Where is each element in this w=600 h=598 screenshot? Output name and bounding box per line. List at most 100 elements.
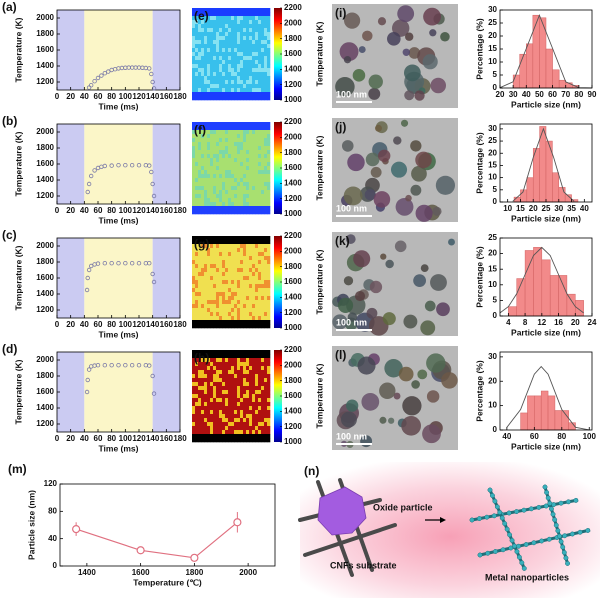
colorbar-tick-label: 2000 [284,132,302,141]
heatmap-cell [243,292,247,297]
heatmap-cell [207,268,211,273]
heatmap-cell [258,88,262,93]
heatmap-cell [252,142,256,147]
heatmap-cell [243,24,247,29]
heatmap-cell [195,174,199,179]
heatmap-cell [219,358,223,363]
heatmap-cell [201,382,205,387]
heatmap-cell [252,60,256,65]
heatmap-cell [213,36,217,41]
heatmap-cell [264,210,268,215]
x-tick-label: 0 [55,320,60,329]
heatmap-cell [192,20,196,25]
y-tick-label: 1800 [36,143,54,152]
heatmap-cell [198,386,202,391]
heatmap-cell [207,370,211,375]
x-tick-label: 100 [583,432,597,441]
heatmap-cell [264,296,268,301]
tem-particle [400,119,409,127]
heatmap-cell [219,264,223,269]
heatmap-cell [225,76,229,81]
colorbar-title: Temperature (K) [314,21,324,86]
heatmap-cell [240,362,244,367]
heatmap-cell [246,312,250,317]
tem-particle [430,77,446,94]
heatmap-cell [192,186,196,191]
heatmap-cell [192,268,196,273]
heatmap-cell [204,418,208,423]
heatmap-cell [201,358,205,363]
heatmap-cell [243,36,247,41]
y-tick-label: 10 [488,57,497,66]
heatmap-cell [225,20,229,25]
y-tick-label: 1800 [36,257,54,266]
heatmap-cell [219,210,223,215]
heatmap-cell [246,76,250,81]
heatmap-cell [237,320,241,325]
heatmap-cell [204,386,208,391]
heatmap-cell [198,236,202,241]
heatmap-cell [240,64,244,69]
heatmap-cell [243,72,247,77]
heatmap-cell [237,202,241,207]
heatmap-cell [264,48,268,53]
heatmap-cell [204,162,208,167]
heatmap-cell [198,44,202,49]
x-axis-title: Temperature (℃) [133,577,202,587]
heatmap-cell [213,12,217,17]
heatmap-cell [225,284,229,289]
heatmap-cell [231,206,235,211]
heatmap-cell [243,92,247,97]
heatmap-cell [192,44,196,49]
heatmap-cell [195,72,199,77]
data-point [99,73,104,78]
heatmap-cell [222,398,226,403]
heatmap-cell [198,134,202,139]
heatmap-cell [243,268,247,273]
heatmap-cell [222,126,226,131]
heatmap-cell [219,390,223,395]
heatmap-cell [237,390,241,395]
heatmap-cell [207,284,211,289]
x-tick-label: 20 [529,204,538,213]
heatmap-cell [207,122,211,127]
heatmap-cell [210,256,214,261]
heatmap-cell [222,122,226,127]
data-point [150,181,155,187]
heatmap-cell [192,48,196,53]
heatmap-cell [231,276,235,281]
heatmap-cell [264,276,268,281]
heatmap-cell [255,288,259,293]
heatmap-cell [252,256,256,261]
heatmap-cell [240,20,244,25]
heatmap-cell [252,394,256,399]
heatmap-cell [225,146,229,151]
heatmap-cell [216,80,220,85]
heatmap-cell [201,418,205,423]
heatmap-cell [201,398,205,403]
heatmap-cell [249,166,253,171]
heatmap-cell [198,354,202,359]
heatmap-cell [249,96,253,101]
panel-label: (a) [2,0,17,14]
heatmap-cell [228,434,232,439]
heatmap-cell [249,236,253,241]
heatmap-cell [228,142,232,147]
heatmap-cell [240,370,244,375]
heatmap-cell [243,80,247,85]
shaded-region [152,10,180,90]
heatmap-cell [204,236,208,241]
heatmap-cell [222,44,226,49]
heatmap-cell [216,402,220,407]
heatmap-cell [207,362,211,367]
heatmap-cell [228,292,232,297]
heatmap-cell [213,308,217,313]
heatmap-cell [252,366,256,371]
heatmap-cell [204,320,208,325]
heatmap-cell [198,150,202,155]
heatmap-cell [219,72,223,77]
tem-particle [346,399,359,412]
heatmap-cell [258,410,262,415]
heatmap-cell [240,72,244,77]
heatmap-cell [228,252,232,257]
